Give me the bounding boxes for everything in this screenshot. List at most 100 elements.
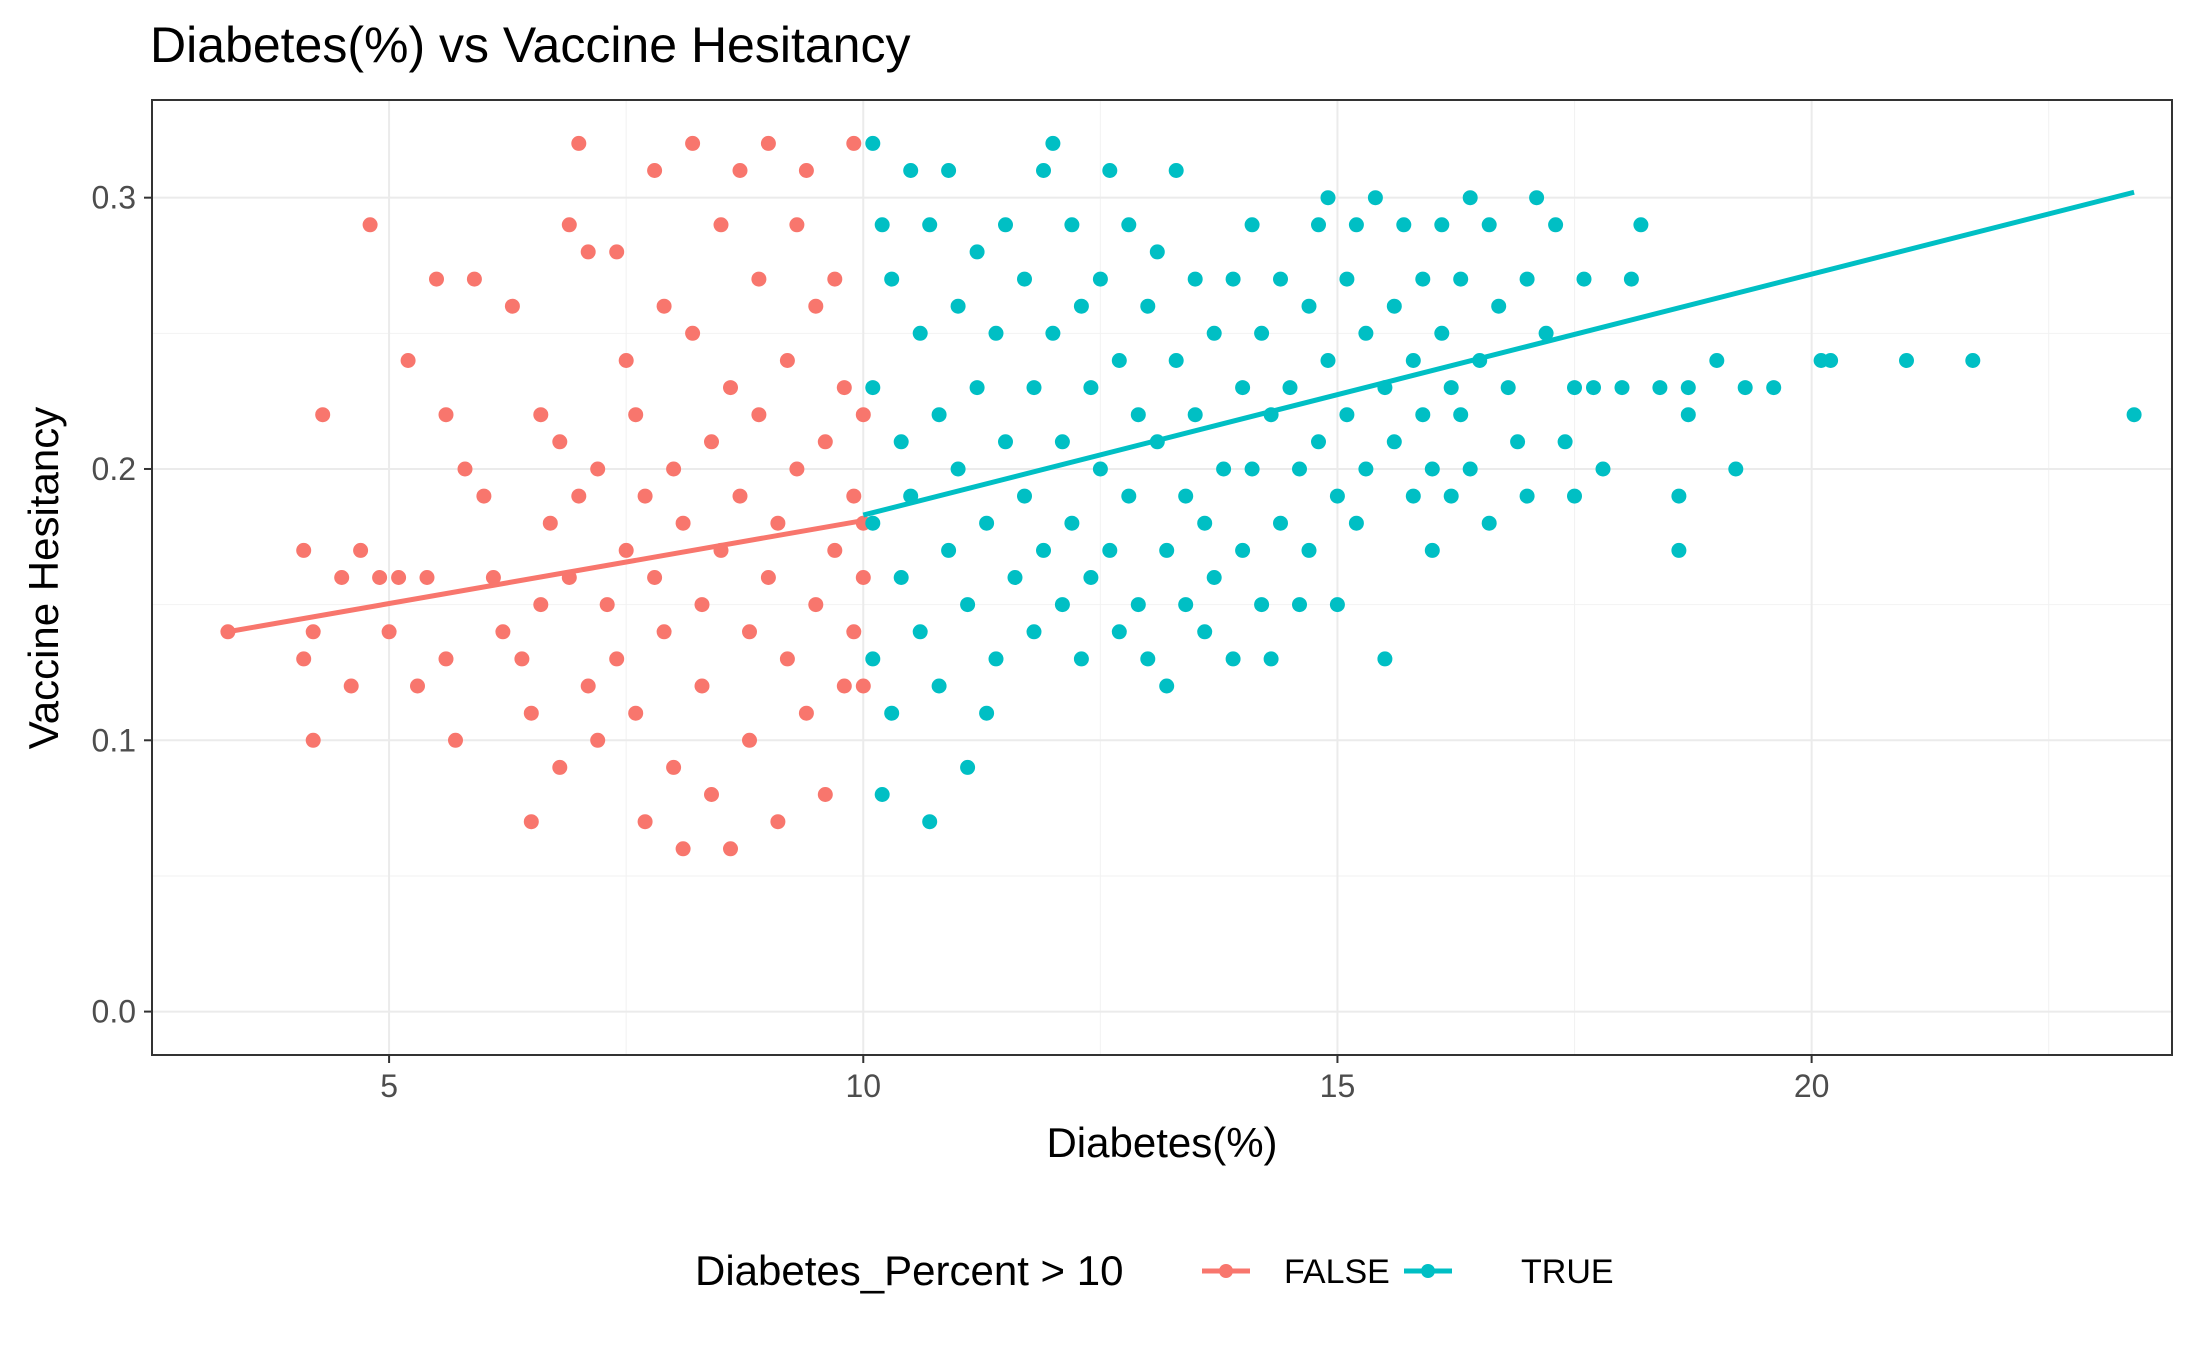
data-point-true — [1671, 488, 1687, 504]
x-tick-label: 10 — [845, 1068, 881, 1104]
data-point-true — [1586, 380, 1601, 396]
data-point-true — [1301, 542, 1317, 558]
data-point-true — [1254, 325, 1270, 341]
data-point-false — [779, 651, 795, 667]
data-point-true — [1899, 353, 1914, 368]
data-point-true — [1529, 190, 1545, 206]
data-point-true — [1017, 271, 1032, 287]
data-point-true — [1823, 353, 1839, 368]
plot-border — [151, 99, 2173, 1056]
data-point-true — [1168, 353, 1184, 368]
data-point-false — [334, 570, 350, 585]
data-point-false — [618, 353, 634, 368]
data-point-true — [1140, 651, 1156, 667]
x-axis-title: Diabetes(%) — [1046, 1119, 1277, 1166]
data-point-true — [1244, 461, 1260, 477]
data-point-true — [1680, 380, 1696, 396]
data-point-true — [1168, 163, 1184, 178]
data-point-true — [1348, 515, 1364, 531]
y-tick-label: 0.3 — [92, 180, 136, 216]
data-point-false — [760, 135, 776, 151]
data-point-false — [817, 787, 833, 802]
data-point-true — [865, 651, 881, 667]
data-point-false — [836, 678, 852, 694]
y-axis-title: Vaccine Hesitancy — [20, 407, 67, 749]
x-tick-label: 15 — [1320, 1068, 1356, 1104]
data-point-true — [1073, 298, 1089, 314]
data-point-true — [1633, 217, 1649, 233]
data-point-true — [1225, 651, 1241, 667]
data-point-true — [1377, 651, 1393, 667]
data-point-true — [969, 380, 985, 396]
data-point-true — [1054, 434, 1070, 450]
data-point-false — [533, 407, 549, 423]
data-point-false — [296, 651, 312, 667]
data-point-false — [438, 651, 454, 667]
data-point-false — [846, 488, 862, 504]
data-point-true — [1254, 597, 1270, 613]
chart-title: Diabetes(%) vs Vaccine Hesitancy — [150, 17, 910, 73]
data-point-false — [343, 678, 359, 694]
data-point-true — [1036, 542, 1051, 558]
data-point-false — [609, 244, 625, 260]
data-point-true — [1453, 407, 1469, 423]
data-point-true — [1064, 217, 1080, 233]
data-point-false — [666, 461, 682, 477]
data-point-false — [647, 570, 663, 585]
data-point-true — [1311, 434, 1326, 450]
data-point-false — [410, 678, 425, 694]
data-point-false — [381, 624, 397, 640]
data-point-true — [1358, 461, 1374, 477]
data-point-false — [704, 787, 719, 802]
data-point-true — [1728, 461, 1744, 477]
trend-line-true — [862, 189, 2135, 518]
data-point-true — [1273, 515, 1288, 531]
data-point-false — [523, 705, 539, 721]
data-point-true — [1149, 244, 1165, 260]
data-point-false — [675, 841, 691, 857]
data-point-true — [1225, 271, 1241, 287]
data-point-false — [779, 353, 795, 368]
data-point-false — [391, 570, 407, 585]
data-point-true — [903, 163, 919, 178]
data-point-false — [808, 298, 824, 314]
data-point-true — [1073, 651, 1089, 667]
data-point-false — [637, 814, 653, 830]
data-point-true — [884, 271, 900, 287]
data-point-true — [1671, 542, 1687, 558]
data-point-true — [998, 217, 1013, 233]
data-point-false — [742, 732, 757, 748]
legend-title: Diabetes_Percent > 10 — [695, 1247, 1123, 1294]
legend-label-true: TRUE — [1521, 1253, 1614, 1291]
data-point-false — [590, 461, 606, 477]
data-point-true — [969, 244, 985, 260]
data-point-true — [1187, 407, 1203, 423]
data-point-false — [675, 515, 691, 531]
data-point-true — [1282, 380, 1298, 396]
data-point-true — [1329, 488, 1345, 504]
data-point-true — [1415, 407, 1431, 423]
data-point-true — [1462, 190, 1478, 206]
trend-lines — [227, 189, 2135, 635]
grid-lines — [152, 100, 2172, 1055]
data-point-false — [485, 570, 501, 585]
data-point-true — [1453, 271, 1469, 287]
data-point-false — [694, 678, 710, 694]
data-point-false — [419, 570, 435, 585]
data-point-true — [1102, 542, 1118, 558]
data-point-true — [1244, 217, 1260, 233]
data-point-true — [1443, 380, 1459, 396]
data-point-false — [798, 705, 814, 721]
data-point-true — [1462, 461, 1478, 477]
data-point-false — [789, 217, 805, 233]
data-point-false — [533, 597, 549, 613]
data-point-true — [1548, 217, 1564, 233]
data-point-false — [372, 570, 388, 585]
data-point-false — [353, 542, 369, 558]
data-point-true — [1320, 353, 1336, 368]
data-point-false — [362, 217, 378, 233]
data-point-true — [1358, 325, 1374, 341]
data-point-true — [1737, 380, 1753, 396]
data-point-true — [2126, 407, 2142, 423]
data-point-false — [656, 298, 672, 314]
